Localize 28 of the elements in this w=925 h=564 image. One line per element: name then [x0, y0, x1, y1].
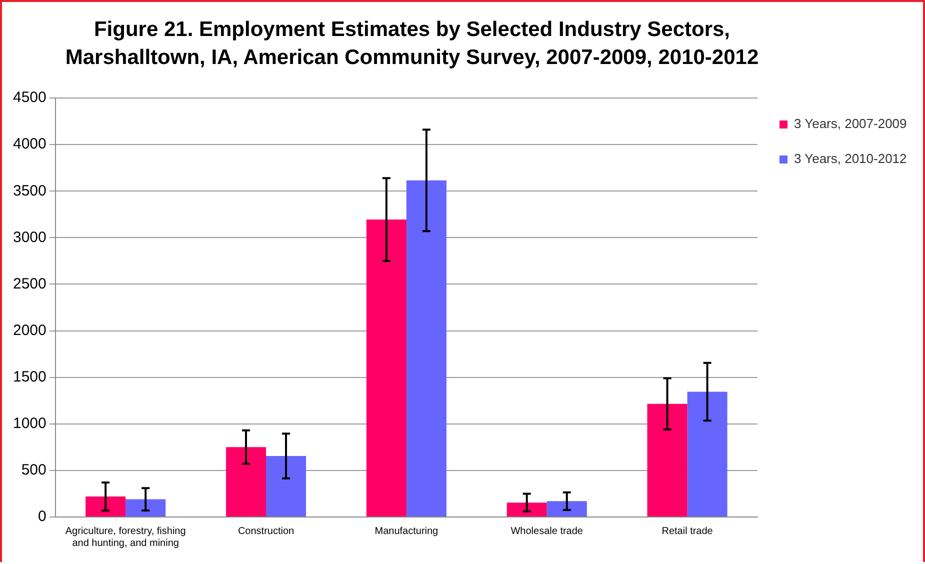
bar [506, 502, 547, 516]
y-tick-label: 3500 [12, 182, 46, 200]
x-tick-label: Construction [238, 526, 294, 537]
x-tick-label: Manufacturing [374, 526, 438, 537]
bar [266, 456, 306, 516]
legend-label: 3 Years, 2010-2012 [794, 151, 907, 166]
bar [406, 180, 446, 516]
y-tick-label: 0 [38, 508, 46, 526]
bar [546, 501, 587, 516]
x-tick-label: Agriculture, forestry, fishing and hunting, and mining [65, 526, 186, 549]
bar [226, 447, 266, 516]
y-tick-label: 500 [21, 462, 46, 479]
bar [126, 499, 166, 516]
y-tick-label: 2500 [12, 275, 46, 292]
chart-title: Figure 21. Employment Estimates by Selected Industry Sectors, Marshalltown, IA, American Community Survey, 2007-2009, 2010-2012 [64, 17, 760, 71]
y-tick-label: 4500 [12, 89, 46, 106]
bar [366, 220, 406, 516]
bar [687, 392, 728, 516]
y-tick-label: 1000 [12, 415, 46, 432]
y-tick-label: 2000 [12, 322, 46, 339]
legend-label: 3 Years, 2007-2009 [794, 116, 907, 132]
y-tick-label: 1500 [12, 368, 46, 386]
x-tick-label: Wholesale trade [510, 526, 584, 537]
bar [647, 404, 688, 516]
y-tick-label: 3000 [12, 228, 46, 246]
bar [86, 496, 126, 516]
x-tick-label: Retail trade [662, 526, 714, 537]
y-tick-label: 4000 [12, 136, 46, 153]
